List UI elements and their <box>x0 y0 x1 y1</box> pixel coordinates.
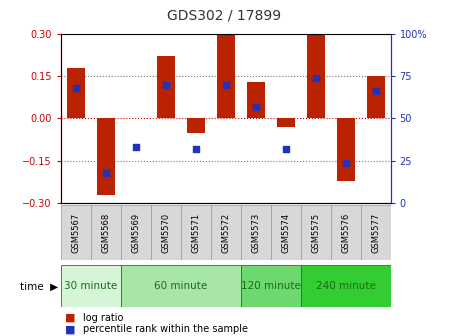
Text: GSM5570: GSM5570 <box>161 213 170 253</box>
Point <box>162 82 169 87</box>
Text: time  ▶: time ▶ <box>20 282 58 291</box>
Point <box>372 89 379 94</box>
Bar <box>187 119 205 133</box>
Bar <box>330 205 361 260</box>
Text: GSM5574: GSM5574 <box>281 213 290 253</box>
Text: ■: ■ <box>65 324 75 334</box>
Text: GSM5571: GSM5571 <box>191 213 200 253</box>
Bar <box>61 265 121 307</box>
Bar <box>301 205 330 260</box>
Text: GSM5576: GSM5576 <box>341 213 350 253</box>
Text: GSM5572: GSM5572 <box>221 213 230 253</box>
Text: percentile rank within the sample: percentile rank within the sample <box>83 324 248 334</box>
Text: GSM5568: GSM5568 <box>101 213 110 253</box>
Bar <box>97 119 114 195</box>
Bar <box>271 205 301 260</box>
Bar <box>121 205 150 260</box>
Text: GDS302 / 17899: GDS302 / 17899 <box>167 8 282 23</box>
Bar <box>247 82 264 119</box>
Text: GSM5573: GSM5573 <box>251 213 260 253</box>
Bar <box>150 205 180 260</box>
Bar <box>61 205 91 260</box>
Bar <box>66 68 84 119</box>
Text: 60 minute: 60 minute <box>154 282 207 291</box>
Text: log ratio: log ratio <box>83 312 123 323</box>
Point <box>312 75 319 80</box>
Text: GSM5577: GSM5577 <box>371 213 380 253</box>
Bar <box>301 265 391 307</box>
Bar <box>91 205 121 260</box>
Text: GSM5569: GSM5569 <box>131 213 140 253</box>
Text: GSM5575: GSM5575 <box>311 213 320 253</box>
Bar <box>241 205 271 260</box>
Bar <box>241 265 301 307</box>
Bar <box>337 119 355 181</box>
Point <box>72 85 79 91</box>
Bar <box>180 205 211 260</box>
Text: 120 minute: 120 minute <box>241 282 300 291</box>
Bar <box>277 119 295 127</box>
Text: GSM5567: GSM5567 <box>71 213 80 253</box>
Bar <box>361 205 391 260</box>
Text: 30 minute: 30 minute <box>64 282 117 291</box>
Point <box>282 146 289 152</box>
Bar <box>121 265 241 307</box>
Point <box>132 144 139 150</box>
Point <box>192 146 199 152</box>
Text: 240 minute: 240 minute <box>316 282 375 291</box>
Point <box>222 82 229 87</box>
Bar <box>157 56 175 119</box>
Bar <box>307 34 325 119</box>
Point <box>102 170 109 175</box>
Text: ■: ■ <box>65 312 75 323</box>
Bar <box>211 205 241 260</box>
Bar <box>367 76 385 119</box>
Point <box>342 160 349 165</box>
Point <box>252 104 259 109</box>
Bar <box>216 34 235 119</box>
